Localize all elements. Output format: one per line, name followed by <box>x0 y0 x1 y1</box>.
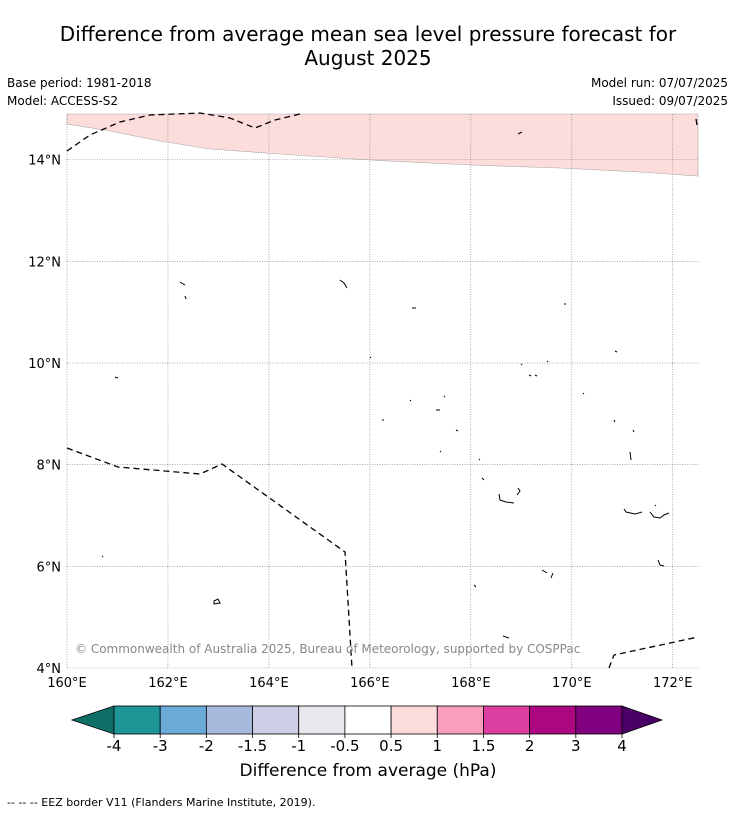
colorbar-swatch <box>159 705 207 735</box>
y-tick-label: 12°N <box>28 255 61 270</box>
title-line-2: August 2025 <box>304 46 432 70</box>
colorbar-tick-label: 1.5 <box>472 737 496 755</box>
eez-border <box>695 118 698 126</box>
x-tick-label: 164°E <box>249 676 289 691</box>
colorbar-tick-label: -1 <box>291 737 306 755</box>
eez-legend-note: -- -- -- EEZ border V11 (Flanders Marine… <box>7 796 316 809</box>
colorbar-swatch <box>344 705 392 735</box>
colorbar: -4 -3 -2 -1.5 -1 -0.5 0.5 1 1.5 2 3 4 <box>70 705 664 755</box>
colorbar-tick-label: 0.5 <box>379 737 403 755</box>
colorbar-extend-low <box>70 705 115 735</box>
colorbar-tick-label: 3 <box>571 737 581 755</box>
colorbar-tick-label: -1.5 <box>238 737 267 755</box>
map-title: Difference from average mean sea level p… <box>0 22 736 70</box>
colorbar-swatch <box>113 705 161 735</box>
colorbar-tick-label: -0.5 <box>330 737 359 755</box>
map-features <box>66 112 699 669</box>
x-tick-label: 162°E <box>148 676 188 691</box>
issued-date: Issued: 09/07/2025 <box>612 94 728 108</box>
colorbar-tick-label: -2 <box>199 737 214 755</box>
base-period: Base period: 1981-2018 <box>7 76 152 90</box>
colorbar-swatch <box>483 705 531 735</box>
axis-tick-labels: 160°E 162°E 164°E 166°E 168°E 170°E 172°E 4°N 6°… <box>28 154 692 691</box>
colorbar-tick-label: 1 <box>432 737 442 755</box>
y-tick-label: 4°N <box>37 662 62 677</box>
x-tick-label: 160°E <box>47 676 87 691</box>
eez-border <box>66 447 353 669</box>
x-tick-label: 170°E <box>552 676 592 691</box>
y-tick-label: 10°N <box>28 357 61 372</box>
eez-border <box>66 112 301 152</box>
colorbar-swatch <box>298 705 346 735</box>
colorbar-extend-high <box>621 705 664 735</box>
colorbar-tick-label: 4 <box>617 737 627 755</box>
y-tick-label: 6°N <box>37 560 62 575</box>
meta-right: Model run: 07/07/2025 Issued: 09/07/2025 <box>591 74 728 110</box>
colorbar-swatch <box>436 705 484 735</box>
colorbar-swatch <box>205 705 253 735</box>
colorbar-tick-label: -4 <box>107 737 122 755</box>
colorbar-swatch <box>575 705 623 735</box>
colorbar-swatch <box>252 705 300 735</box>
anomaly-region-layer <box>66 113 699 177</box>
title-line-1: Difference from average mean sea level p… <box>59 22 677 46</box>
x-tick-label: 168°E <box>451 676 491 691</box>
map-copyright: © Commonwealth of Australia 2025, Bureau… <box>75 642 580 656</box>
model-run: Model run: 07/07/2025 <box>590 76 728 90</box>
model-name: Model: ACCESS-S2 <box>7 94 119 108</box>
colorbar-tick-label: -3 <box>153 737 168 755</box>
colorbar-title: Difference from average (hPa) <box>239 761 497 781</box>
colorbar-swatch <box>529 705 577 735</box>
y-tick-label: 14°N <box>28 154 61 169</box>
x-tick-label: 166°E <box>350 676 390 691</box>
colorbar-swatch <box>390 705 438 735</box>
y-tick-label: 8°N <box>37 459 62 474</box>
meta-left: Base period: 1981-2018 Model: ACCESS-S2 <box>7 74 152 110</box>
anomaly-region-positive <box>66 113 699 177</box>
map-frame <box>67 114 698 668</box>
x-tick-label: 172°E <box>653 676 693 691</box>
colorbar-tick-label: 2 <box>525 737 535 755</box>
eez-border <box>608 636 699 669</box>
island-outlines <box>101 131 670 639</box>
grid-lines <box>66 114 698 669</box>
